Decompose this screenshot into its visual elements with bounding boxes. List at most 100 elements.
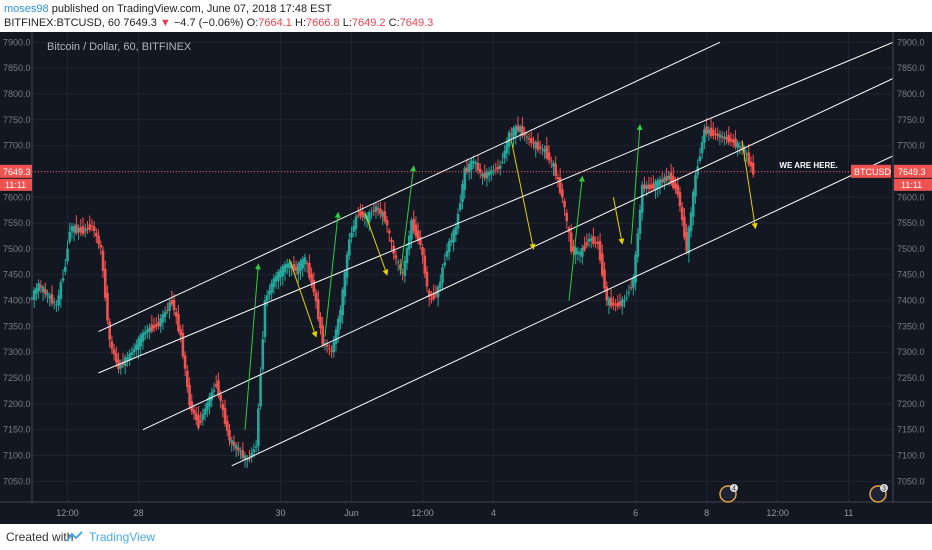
candle-body [143,331,147,335]
y-tick-right: 7400.0 [897,296,925,306]
x-tick: 11 [844,508,853,518]
candle-body [738,146,742,148]
candle-body [558,177,562,193]
candle-body [698,156,702,162]
y-tick-left: 7550.0 [3,218,31,228]
y-tick-left: 7800.0 [3,89,31,99]
candle-body [603,269,606,289]
candle-body [494,169,498,171]
candle-body [447,241,451,253]
candle-body [41,286,45,292]
candle-body [711,129,715,136]
arrow-yellow [741,140,758,230]
candle-body [57,295,60,306]
y-tick-left: 7250.0 [3,373,31,383]
candle-body [749,161,753,167]
candle-body [474,162,478,165]
candle-body [716,133,719,136]
candle-body [303,257,307,265]
candle-body [214,384,218,387]
candle-body [416,230,420,241]
y-tick-left: 7100.0 [3,451,31,461]
price-tag-left [0,164,32,178]
candle-body [348,239,351,256]
candle-body [92,226,96,232]
candle-body [654,181,657,190]
candle-body [237,447,240,451]
candle-body [341,289,344,316]
tradingview-link[interactable]: TradingView [89,530,156,544]
candle-body [412,219,415,232]
candle-body [492,170,495,172]
last-price: 7649.3 [123,17,157,29]
candle-body [186,370,189,387]
candle-body [59,282,63,300]
candle-body [137,338,140,350]
candle-body [583,245,586,250]
candle-body [274,275,278,282]
candle-body [478,168,482,173]
tradingview-logo-icon [66,531,83,542]
candle-body [248,457,251,460]
x-tick: 12:00 [766,508,789,518]
created-with-text: Created with [6,530,74,544]
candle-body [234,444,238,449]
candle-body [685,231,688,252]
candle-body [547,152,551,161]
candle-body [361,211,364,218]
x-tick: Jun [344,508,359,518]
candle-body [596,242,600,245]
candle-body [569,232,573,252]
y-tick-left: 7750.0 [3,115,31,125]
candle-body [97,235,100,245]
candle-body [414,224,418,237]
candle-body [88,224,91,231]
author-link[interactable]: moses98 [4,3,49,15]
candle-body [514,126,518,136]
candle-body [607,298,611,306]
price-tag-right [894,164,932,178]
candle-body [332,341,336,353]
candle-body [399,264,402,270]
x-tick: 30 [276,508,286,518]
price-chart[interactable]: WE ARE HERE. 7050.0 7050.0 7100.0 7100.0 715… [0,32,932,524]
x-tick: 6 [633,508,638,518]
candle-body [518,126,522,132]
y-tick-left: 7150.0 [3,425,31,435]
candle-body [81,226,85,235]
candle-body [183,355,187,369]
y-tick-right: 7050.0 [897,476,925,486]
candle-body [152,325,156,329]
candle-body [665,176,668,181]
candle-body [714,133,717,135]
event-count-text: 4 [732,486,736,493]
candle-body [609,297,613,307]
candle-body [350,232,353,238]
y-tick-left: 7600.0 [3,192,31,202]
y-tick-right: 7300.0 [897,347,925,357]
candle-body [674,183,677,189]
low-value: 7649.2 [351,17,386,29]
arrow-green [244,263,261,430]
high-value: 7666.8 [306,17,340,29]
candle-body [751,162,755,175]
candle-body [86,228,89,230]
candle-body [467,163,471,173]
y-tick-right: 7450.0 [897,270,925,280]
candle-body [605,286,609,301]
candle-body [496,166,500,170]
footer: Created with TradingView [0,524,932,550]
candle-body [288,262,291,269]
candle-body [683,216,686,238]
arrow-green [324,211,341,337]
arrow-yellow [510,140,536,250]
candle-body [285,263,289,268]
candle-body [134,344,138,350]
candle-body [70,226,74,232]
candle-body [734,138,737,147]
candle-body [39,285,43,288]
candle-body [48,295,52,299]
candle-body [458,203,462,210]
price-tag-right-text: 7649.3 [898,167,926,177]
candle-body [652,183,655,189]
